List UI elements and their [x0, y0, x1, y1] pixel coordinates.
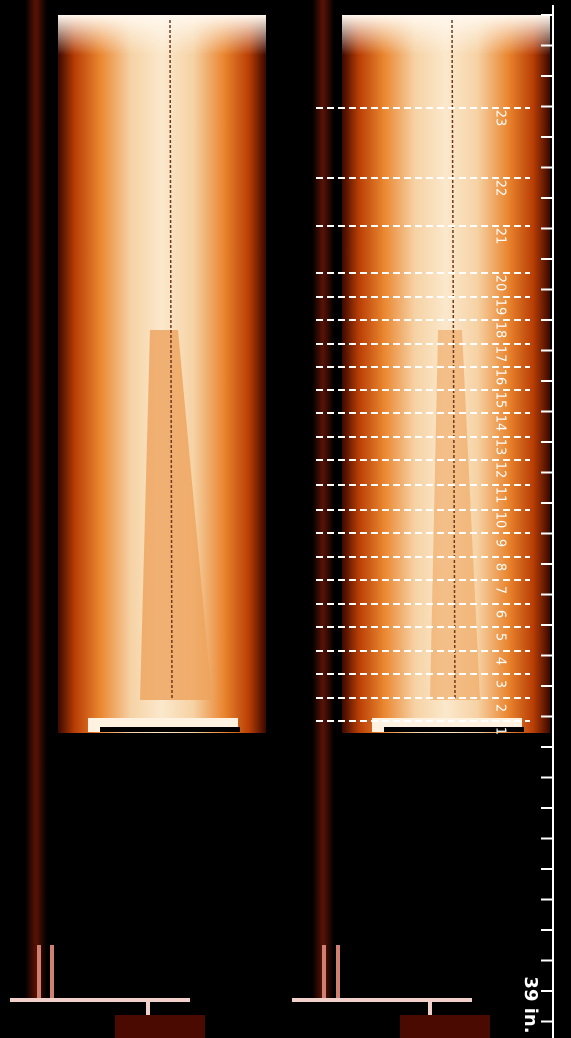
level-label: 9 [493, 539, 508, 547]
level-label: 4 [493, 657, 508, 665]
radiograph: 2322212019181716151413121110987654321 39… [0, 0, 571, 1038]
level-label: 6 [493, 610, 508, 618]
level-label: 8 [493, 563, 508, 571]
level-label: 18 [493, 322, 508, 339]
level-label: 14 [493, 415, 508, 432]
page: 2322212019181716151413121110987654321 39… [0, 0, 571, 1038]
level-label: 19 [493, 299, 508, 316]
level-label: 15 [493, 392, 508, 409]
scale-label: 39 in. [520, 976, 541, 1033]
level-label: 21 [493, 228, 508, 245]
level-label: 17 [493, 346, 508, 363]
level-label: 3 [493, 680, 508, 688]
level-label: 12 [493, 462, 508, 479]
level-label: 13 [493, 439, 508, 456]
level-label: 1 [493, 727, 508, 735]
level-label: 10 [493, 512, 508, 529]
level-label: 11 [493, 487, 508, 504]
level-label: 22 [493, 180, 508, 197]
level-label: 16 [493, 369, 508, 386]
level-label: 7 [493, 586, 508, 594]
level-label: 5 [493, 633, 508, 641]
level-label: 20 [493, 275, 508, 292]
level-label: 23 [493, 110, 508, 127]
level-label: 2 [493, 704, 508, 712]
